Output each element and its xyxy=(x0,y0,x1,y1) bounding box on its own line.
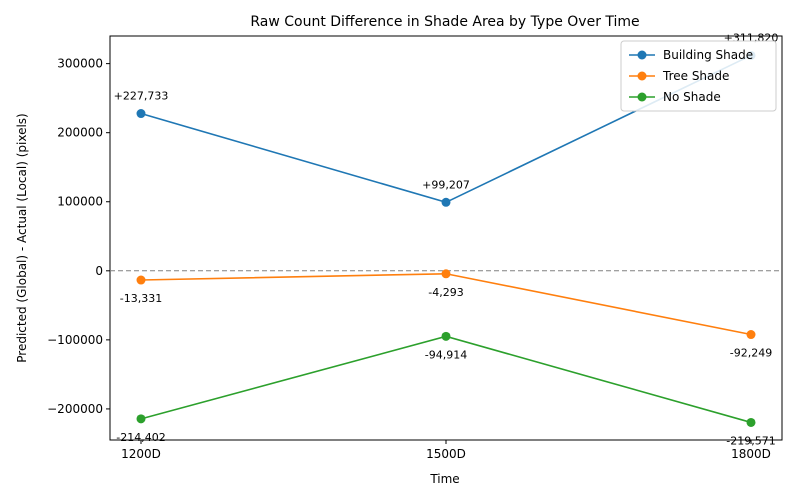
no-shade-point xyxy=(136,414,146,424)
tree-shade-data-label: -13,331 xyxy=(120,292,162,305)
legend-tree-shade-marker xyxy=(637,71,647,81)
building-shade-data-label: +227,733 xyxy=(114,90,169,103)
legend-no-shade-marker xyxy=(637,92,647,102)
x-tick-label: 1800D xyxy=(731,447,771,461)
legend-building-shade-marker xyxy=(637,50,647,60)
no-shade-point xyxy=(441,331,451,341)
x-tick-label: 1500D xyxy=(426,447,466,461)
y-tick-label: −200000 xyxy=(47,402,103,416)
tree-shade-point xyxy=(746,330,756,340)
y-axis-label: Predicted (Global) - Actual (Local) (pix… xyxy=(15,113,29,362)
y-tick-label: 300000 xyxy=(57,57,103,71)
x-tick-label: 1200D xyxy=(121,447,161,461)
legend-tree-shade-label: Tree Shade xyxy=(662,69,729,83)
y-tick-label: −100000 xyxy=(47,333,103,347)
tree-shade-data-label: -92,249 xyxy=(730,347,772,360)
x-axis-label: Time xyxy=(429,472,459,486)
y-tick-label: 0 xyxy=(95,264,103,278)
legend-building-shade-label: Building Shade xyxy=(663,48,753,62)
building-shade-point xyxy=(136,109,146,119)
no-shade-point xyxy=(746,417,756,427)
building-shade-data-label: +99,207 xyxy=(422,178,470,191)
y-tick-label: 200000 xyxy=(57,126,103,140)
chart-title: Raw Count Difference in Shade Area by Ty… xyxy=(250,14,639,30)
legend-no-shade-label: No Shade xyxy=(663,90,721,104)
no-shade-data-label: -219,571 xyxy=(726,434,775,447)
tree-shade-data-label: -4,293 xyxy=(428,286,463,299)
tree-shade-point xyxy=(441,269,451,279)
tree-shade-point xyxy=(136,275,146,285)
no-shade-data-label: -94,914 xyxy=(425,348,467,361)
building-shade-point xyxy=(441,197,451,207)
tree-shade-line xyxy=(140,272,752,336)
legend-box xyxy=(620,40,777,112)
no-shade-data-label: -214,402 xyxy=(116,431,165,444)
y-tick-label: 100000 xyxy=(57,195,103,209)
